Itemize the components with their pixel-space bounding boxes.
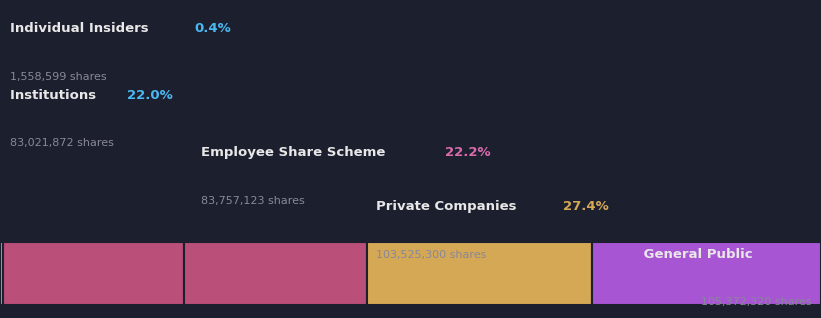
Text: 0.4%: 0.4% — [195, 22, 232, 35]
Text: General Public: General Public — [639, 248, 752, 261]
Bar — [366, 242, 592, 305]
Bar — [3, 242, 184, 305]
Text: 83,757,123 shares: 83,757,123 shares — [201, 196, 305, 205]
Text: 105,372,320 shares: 105,372,320 shares — [700, 297, 811, 307]
Bar — [592, 242, 821, 305]
Text: 22.2%: 22.2% — [445, 146, 491, 159]
Text: 1,558,599 shares: 1,558,599 shares — [10, 72, 107, 81]
Text: 22.0%: 22.0% — [127, 89, 172, 102]
Bar — [0, 242, 3, 305]
Text: 103,525,300 shares: 103,525,300 shares — [376, 250, 486, 259]
Text: 27.9%: 27.9% — [765, 248, 811, 261]
Text: Institutions: Institutions — [10, 89, 101, 102]
Text: 27.4%: 27.4% — [563, 200, 609, 213]
Text: Employee Share Scheme: Employee Share Scheme — [201, 146, 390, 159]
Bar — [184, 242, 366, 305]
Text: 83,021,872 shares: 83,021,872 shares — [10, 138, 114, 148]
Text: Private Companies: Private Companies — [376, 200, 521, 213]
Text: Individual Insiders: Individual Insiders — [10, 22, 153, 35]
